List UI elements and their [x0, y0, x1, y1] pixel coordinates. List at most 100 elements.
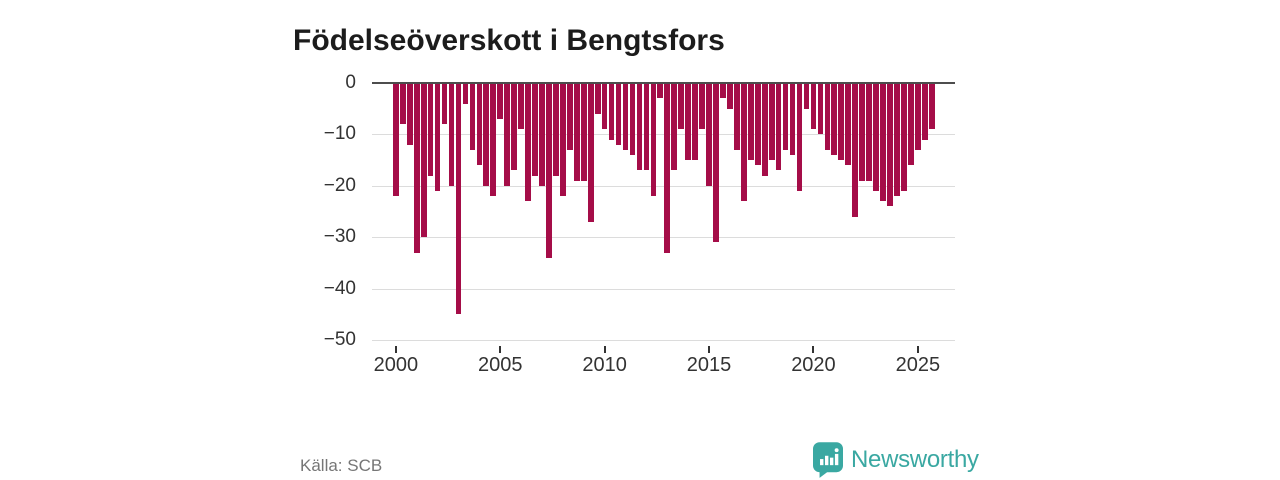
x-axis-tick-label: 2015	[686, 354, 732, 376]
bar	[727, 84, 733, 109]
bar	[601, 84, 608, 130]
bar	[420, 84, 427, 238]
bar	[894, 84, 900, 197]
bar	[608, 84, 615, 140]
bar	[434, 84, 441, 191]
bar	[643, 84, 650, 171]
bar	[525, 84, 531, 202]
x-axis-tick-label: 2010	[582, 354, 627, 376]
bar	[838, 84, 845, 161]
bar	[754, 84, 761, 166]
x-axis-tick	[916, 346, 919, 353]
bar	[476, 84, 483, 166]
bar	[462, 84, 469, 104]
bar	[789, 84, 796, 155]
bar	[413, 84, 420, 253]
bar	[657, 84, 664, 99]
bar	[699, 84, 705, 130]
bar	[921, 84, 928, 140]
x-axis-tick	[394, 346, 397, 353]
bar	[580, 84, 587, 181]
bar	[483, 84, 490, 186]
bar	[880, 84, 886, 202]
bar	[497, 84, 504, 119]
bar	[399, 84, 406, 125]
bar	[650, 84, 657, 197]
gridline	[372, 185, 955, 187]
bar	[678, 84, 685, 130]
y-axis-tick-label: −20	[323, 174, 356, 196]
x-axis-tick	[812, 346, 815, 353]
chart-title: Födelseöverskott i Bengtsfors	[293, 24, 725, 58]
bar	[629, 84, 636, 155]
bar	[796, 84, 803, 191]
source-label: Källa: SCB	[300, 456, 383, 475]
bar	[448, 84, 455, 186]
bar	[622, 84, 629, 150]
bar	[915, 84, 921, 150]
bar	[741, 84, 747, 202]
bar	[908, 84, 914, 166]
bar	[852, 84, 859, 217]
bar	[747, 84, 754, 161]
x-axis-tick-label: 2005	[478, 354, 523, 376]
bar	[406, 84, 413, 145]
bar	[532, 84, 538, 176]
x-axis-tick	[708, 346, 711, 353]
bar	[845, 84, 852, 166]
bar	[782, 84, 789, 150]
bar	[573, 84, 580, 181]
bar	[824, 84, 831, 150]
bar	[567, 84, 573, 150]
bar	[441, 84, 448, 125]
gridline	[372, 288, 955, 290]
y-axis-tick-label: 0	[345, 72, 356, 93]
bar	[427, 84, 434, 176]
bar	[518, 84, 524, 130]
y-axis-tick-label: −10	[323, 123, 356, 145]
x-axis-tick-label: 2025	[895, 354, 941, 376]
zero-axis-line	[372, 82, 955, 84]
bar	[671, 84, 678, 171]
newsworthy-wordmark: Newsworthy	[851, 446, 979, 473]
x-axis-tick-label: 2020	[791, 354, 836, 376]
bar	[713, 84, 719, 243]
bar	[775, 84, 782, 171]
bar	[615, 84, 622, 145]
bar	[734, 84, 740, 150]
newsworthy-badge-icon	[813, 442, 843, 478]
bar	[810, 84, 817, 130]
bar	[469, 84, 476, 150]
bar	[901, 84, 907, 191]
bar	[594, 84, 601, 114]
x-axis-tick	[499, 346, 502, 353]
gridline	[372, 340, 955, 341]
x-axis-tick	[603, 346, 606, 353]
bar	[539, 84, 545, 186]
bar	[928, 84, 935, 130]
y-axis-tick-label: −50	[323, 329, 356, 350]
bar	[511, 84, 517, 171]
bar	[553, 84, 559, 176]
bar	[664, 84, 671, 253]
bar	[866, 84, 872, 181]
y-axis-tick-label: −40	[323, 277, 356, 299]
bar	[692, 84, 698, 161]
y-axis-tick-label: −30	[323, 226, 356, 248]
bar	[803, 84, 810, 109]
bar	[504, 84, 511, 186]
bar	[817, 84, 824, 135]
gridline	[372, 134, 955, 136]
bar	[706, 84, 712, 186]
x-axis-tick-label: 2000	[373, 354, 419, 376]
bar	[636, 84, 643, 171]
bar	[560, 84, 566, 197]
bar	[546, 84, 552, 258]
bar	[831, 84, 838, 155]
bar	[393, 84, 399, 197]
bar	[455, 84, 462, 315]
bar	[873, 84, 879, 191]
bar	[685, 84, 691, 161]
bar	[587, 84, 594, 222]
